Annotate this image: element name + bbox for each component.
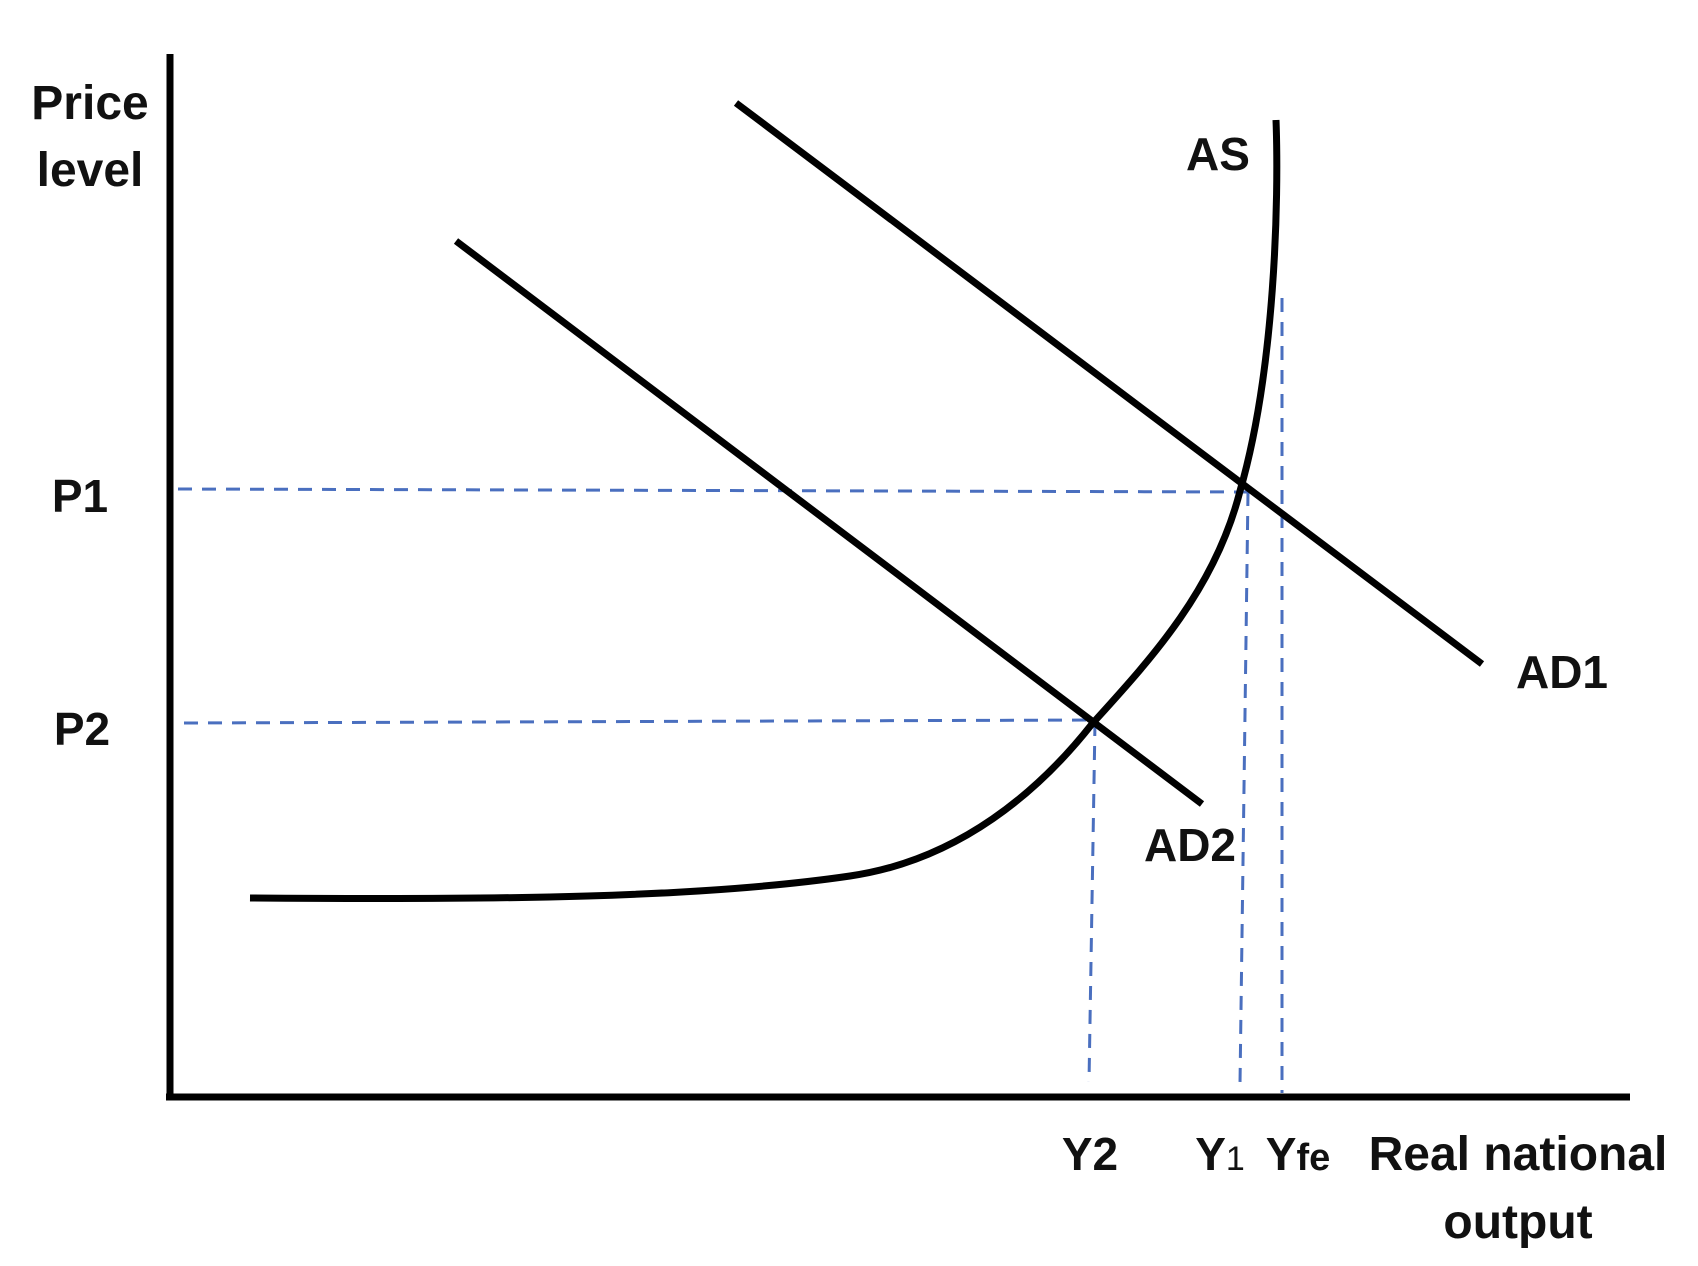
y2-label: Y2: [1062, 1128, 1118, 1180]
p1-guide-line: [177, 487, 1251, 494]
p1-label: P1: [52, 470, 108, 522]
x-axis-label-line2: output: [1443, 1196, 1592, 1249]
yfe-label: Yfe: [1266, 1128, 1330, 1180]
x-axis-label-line1: Real national: [1369, 1128, 1668, 1181]
y-axis-label-line1: Price: [31, 77, 148, 130]
y-axis-label-line2: level: [37, 144, 144, 197]
y2-guide-line: [1087, 721, 1097, 1083]
p2-label: P2: [54, 703, 110, 755]
as-label: AS: [1186, 128, 1250, 180]
y1-label: Y1: [1195, 1128, 1245, 1180]
y1-label-base: Y: [1195, 1128, 1226, 1180]
ad1-curve: [733, 100, 1485, 667]
yfe-label-base: Y: [1266, 1128, 1297, 1180]
yfe-label-subscript: fe: [1296, 1137, 1330, 1179]
as-curve: [249, 119, 1281, 903]
ad2-curve: [453, 238, 1205, 807]
ad1-label: AD1: [1516, 646, 1608, 698]
ad2-label: AD2: [1144, 819, 1236, 871]
y1-label-subscript: 1: [1226, 1140, 1245, 1178]
y1-guide-line: [1238, 491, 1250, 1085]
p2-guide-line: [183, 718, 1096, 725]
